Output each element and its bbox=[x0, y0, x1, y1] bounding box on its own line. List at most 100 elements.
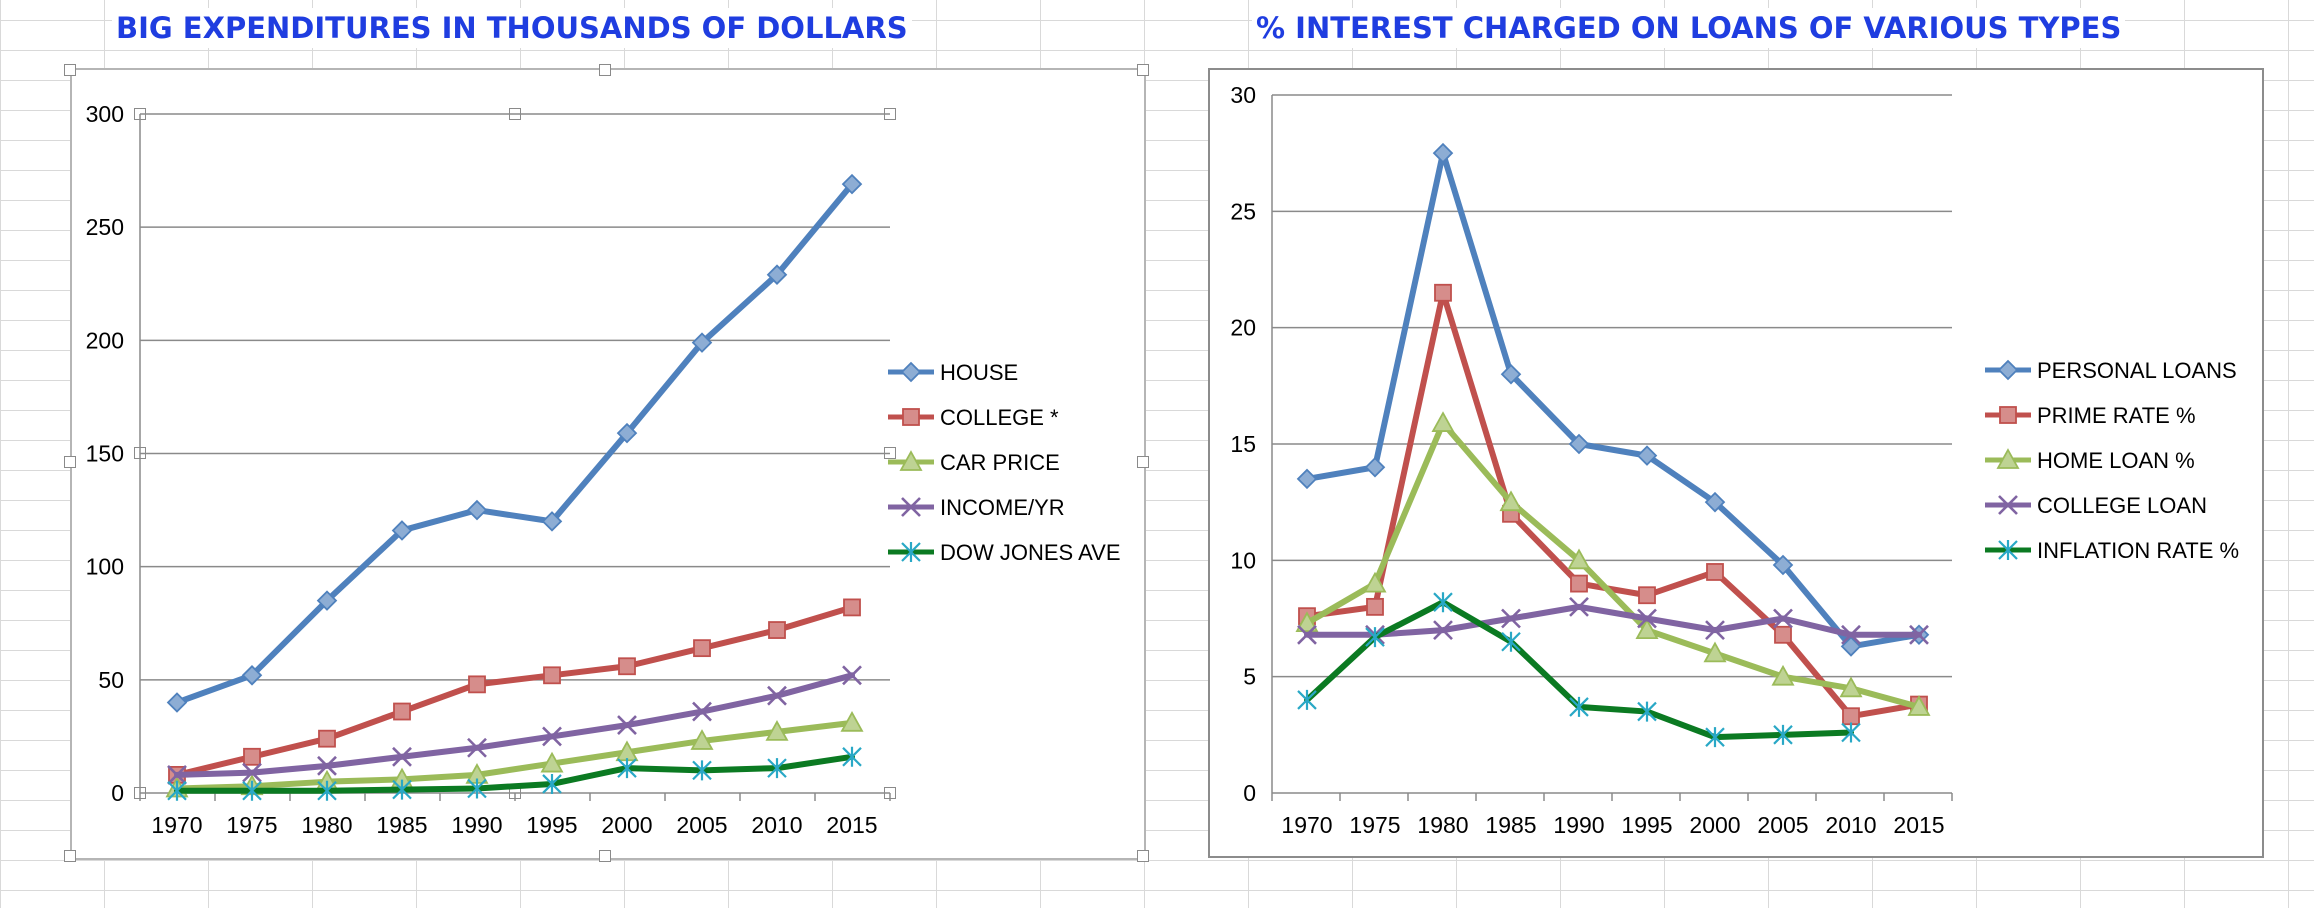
right-point-college-loan bbox=[1841, 624, 1861, 645]
left-point-college bbox=[843, 598, 861, 617]
left-point-college bbox=[543, 666, 561, 685]
right-point-prime-rate bbox=[1434, 283, 1452, 302]
left-series-college bbox=[168, 598, 861, 784]
left-y-tick-label: 200 bbox=[86, 327, 124, 353]
left-point-college bbox=[468, 675, 486, 694]
right-y-tick-label: 25 bbox=[1230, 198, 1256, 224]
left-line-college bbox=[174, 604, 855, 778]
left-point-dow-jones-ave bbox=[242, 780, 262, 801]
left-point-college bbox=[618, 657, 636, 676]
left-legend-marker bbox=[899, 450, 923, 471]
left-point-dow-jones-ave bbox=[167, 780, 187, 801]
right-point-personal-loans bbox=[1500, 363, 1522, 385]
right-point-home-loan bbox=[1703, 641, 1727, 663]
resize-handle[interactable] bbox=[64, 64, 76, 76]
left-legend-marker bbox=[901, 542, 921, 562]
left-x-tick-label: 2010 bbox=[751, 812, 802, 838]
right-legend-item-prime-rate: PRIME RATE % bbox=[1985, 403, 2196, 428]
left-point-income-yr bbox=[542, 726, 562, 747]
right-point-inflation-rate bbox=[1841, 722, 1861, 743]
left-legend-marker bbox=[902, 408, 920, 426]
left-point-house bbox=[166, 692, 188, 713]
left-point-college bbox=[768, 621, 786, 639]
left-legend-item-income-yr: INCOME/YR bbox=[888, 495, 1065, 520]
left-point-dow-jones-ave bbox=[692, 760, 712, 781]
right-point-prime-rate bbox=[1706, 563, 1724, 581]
right-point-personal-loans bbox=[1432, 142, 1454, 164]
left-point-income-yr bbox=[392, 746, 412, 767]
right-point-home-loan bbox=[1295, 611, 1319, 633]
left-point-college bbox=[693, 639, 711, 658]
left-line-income-yr bbox=[174, 672, 855, 778]
left-point-dow-jones-ave bbox=[392, 779, 412, 800]
left-point-house bbox=[616, 422, 638, 444]
left-legend-label: DOW JONES AVE bbox=[940, 540, 1121, 565]
right-point-college-loan bbox=[1637, 608, 1657, 629]
right-y-tick-label: 20 bbox=[1230, 315, 1256, 341]
left-x-tick-label: 1980 bbox=[301, 812, 352, 838]
left-point-house bbox=[241, 665, 263, 686]
resize-handle[interactable] bbox=[64, 850, 76, 862]
left-x-tick-label: 1990 bbox=[451, 812, 502, 838]
right-y-tick-label: 0 bbox=[1243, 780, 1256, 806]
left-point-car-price bbox=[840, 710, 864, 732]
right-point-home-loan bbox=[1499, 490, 1523, 512]
resize-handle[interactable] bbox=[1137, 64, 1149, 76]
left-point-car-price bbox=[690, 729, 714, 750]
left-legend-label: INCOME/YR bbox=[940, 495, 1065, 520]
right-point-college-loan bbox=[1569, 596, 1589, 617]
left-line-dow-jones-ave bbox=[174, 753, 855, 794]
right-legend-marker bbox=[1998, 495, 2018, 515]
interest-chart[interactable] bbox=[1208, 68, 2264, 858]
right-legend-item-home-loan: HOME LOAN % bbox=[1985, 448, 2195, 473]
left-y-tick-label: 150 bbox=[86, 441, 124, 467]
left-chart-title: BIG EXPENDITURES IN THOUSANDS OF DOLLARS bbox=[112, 8, 912, 48]
resize-handle[interactable] bbox=[599, 64, 611, 76]
resize-handle[interactable] bbox=[64, 456, 76, 468]
resize-handle[interactable] bbox=[1137, 456, 1149, 468]
left-point-house bbox=[691, 332, 713, 353]
right-x-tick-label: 1980 bbox=[1417, 812, 1468, 838]
right-point-personal-loans bbox=[1772, 554, 1794, 576]
left-point-income-yr bbox=[842, 665, 862, 686]
left-legend-label: CAR PRICE bbox=[940, 450, 1060, 475]
right-point-inflation-rate bbox=[1297, 689, 1317, 710]
right-y-tick-label: 30 bbox=[1230, 82, 1256, 108]
right-point-inflation-rate bbox=[1637, 701, 1657, 722]
right-legend-item-personal-loans: PERSONAL LOANS bbox=[1985, 358, 2237, 383]
right-point-college-loan bbox=[1909, 624, 1929, 645]
left-series-car-price bbox=[165, 710, 864, 798]
left-legend-item-house: HOUSE bbox=[888, 360, 1018, 385]
left-point-income-yr bbox=[167, 764, 187, 785]
right-point-home-loan bbox=[1907, 695, 1931, 716]
left-y-tick-label: 100 bbox=[86, 554, 124, 580]
right-legend-label: PRIME RATE % bbox=[2037, 403, 2196, 428]
left-point-dow-jones-ave bbox=[767, 758, 787, 779]
right-point-inflation-rate bbox=[1433, 592, 1453, 613]
right-y-tick-label: 10 bbox=[1230, 547, 1256, 573]
resize-handle[interactable] bbox=[1137, 850, 1149, 862]
right-point-inflation-rate bbox=[1773, 724, 1793, 745]
right-line-personal-loans bbox=[1304, 150, 1922, 650]
right-line-prime-rate bbox=[1304, 289, 1922, 720]
resize-handle[interactable] bbox=[599, 850, 611, 862]
right-x-tick-label: 2005 bbox=[1757, 812, 1808, 838]
right-point-college-loan bbox=[1773, 608, 1793, 629]
right-legend-marker bbox=[1997, 359, 2019, 381]
right-legend-label: COLLEGE LOAN bbox=[2037, 493, 2207, 518]
left-legend-label: HOUSE bbox=[940, 360, 1018, 385]
right-point-prime-rate bbox=[1570, 574, 1588, 593]
right-line-college-loan bbox=[1304, 603, 1922, 638]
left-legend-label: COLLEGE * bbox=[940, 405, 1059, 430]
right-x-tick-label: 2000 bbox=[1689, 812, 1740, 838]
right-point-home-loan bbox=[1567, 548, 1591, 570]
left-point-college bbox=[393, 702, 411, 721]
left-point-college bbox=[243, 747, 261, 766]
left-point-dow-jones-ave bbox=[317, 780, 337, 801]
left-point-house bbox=[766, 264, 788, 285]
left-point-dow-jones-ave bbox=[542, 773, 562, 794]
right-series-college-loan bbox=[1297, 596, 1929, 645]
right-legend-label: INFLATION RATE % bbox=[2037, 538, 2239, 563]
right-point-home-loan bbox=[1635, 618, 1659, 640]
